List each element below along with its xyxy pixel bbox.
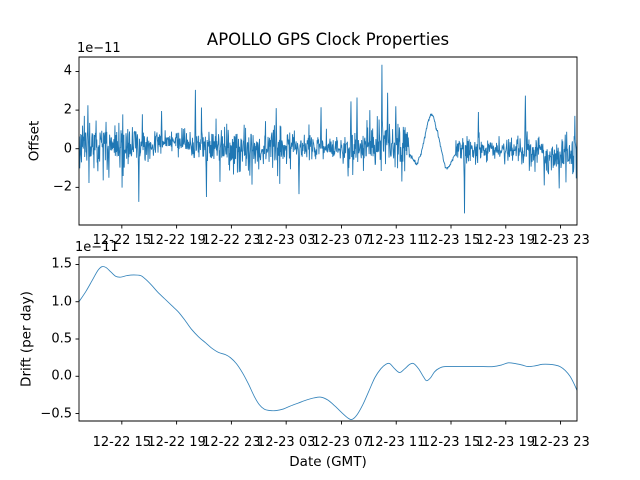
y-tick-label: −2 [52,179,72,195]
x-tick-label: 12-22 15 [92,435,152,450]
chart-title: APOLLO GPS Clock Properties [206,30,450,49]
y-tick-label: −0.5 [40,406,72,422]
x-tick-label: 12-22 23 [202,435,261,450]
y-tick-label: 0.5 [51,331,72,347]
x-tick-label: 12-22 15 [92,233,152,248]
y-tick-label: 0.0 [51,368,72,384]
x-tick-label: 12-23 15 [421,435,481,450]
x-tick-label: 12-23 23 [531,435,590,450]
x-tick-label: 12-23 15 [421,233,481,248]
offset-scale-label-top: 1e−11 [77,41,121,56]
y-tick-label: 2 [63,102,72,118]
x-tick-label: 12-22 23 [202,233,261,248]
x-tick-label: 12-23 19 [476,435,536,450]
x-tick-label: 12-23 23 [531,233,590,248]
axes-spines [78,256,578,422]
drift-vs-time-series [79,266,577,421]
x-tick-label: 12-23 07 [312,435,371,450]
x-tick-label: 12-22 19 [147,435,206,450]
x-tick-label: 12-23 11 [366,435,426,450]
y-tick-label: 4 [63,63,72,79]
y-axis-label-offset: Offset [26,120,43,162]
x-tick-label: 12-23 07 [312,233,371,248]
y-tick-label: 0 [63,141,72,157]
x-tick-label: 12-23 19 [476,233,536,248]
x-tick-label: 12-22 19 [147,233,206,248]
y-tick-label: 1.5 [51,256,72,272]
x-tick-label: 12-23 11 [366,233,426,248]
offset-vs-time-series [79,64,577,214]
offset-scale-label-bottom: 1e−11 [75,240,119,255]
x-tick-label: 12-23 03 [256,435,316,450]
x-axis-label: Date (GMT) [289,454,367,470]
x-tick-label: 12-23 03 [256,233,316,248]
y-axis-label-drift: Drift (per day) [18,291,35,387]
axes-spines [78,56,578,226]
y-tick-label: 1.0 [51,294,72,310]
